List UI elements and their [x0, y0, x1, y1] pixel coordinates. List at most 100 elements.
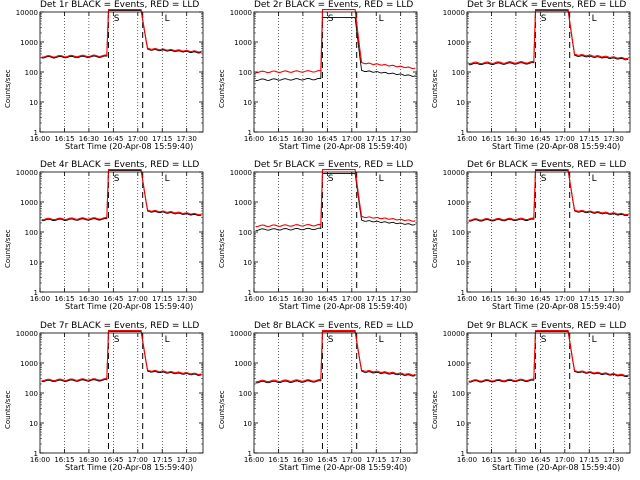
x-tick-label: 17:00: [555, 456, 575, 464]
x-tick-label: 17:30: [177, 456, 197, 464]
y-tick-label: 10: [243, 99, 252, 107]
marker-s: S: [541, 174, 547, 184]
y-tick-label: 10000: [230, 9, 252, 17]
x-tick-label: 16:00: [244, 135, 264, 143]
x-tick-label: 17:30: [391, 295, 411, 303]
y-tick-label: 10: [29, 259, 38, 267]
events-series: [468, 10, 629, 66]
y-tick-label: 1000: [234, 39, 252, 47]
plot-area: S L 1 10 100 1000 10000 16:00 16:15 16:30 16:45 17:…: [230, 9, 418, 143]
plot-area: S L 1 10 100 1000 10000 16:00 16:15 16:30 16:45 17:…: [443, 9, 631, 143]
marker-l: L: [379, 174, 384, 184]
x-tick-label: 17:15: [579, 135, 599, 143]
y-tick-label: 1000: [447, 199, 465, 207]
plot-area: S L 1 10 100 1000 10000 16:00 16:15 16:30 16:45 17:…: [230, 330, 418, 464]
x-tick-label: 16:00: [30, 295, 50, 303]
marker-s: S: [114, 174, 120, 184]
x-tick-label: 17:15: [152, 135, 172, 143]
panel-title: Det 1r BLACK = Events, RED = LLD: [40, 0, 200, 10]
y-tick-label: 10: [243, 259, 252, 267]
x-tick-label: 16:30: [293, 456, 313, 464]
marker-s: S: [114, 14, 120, 24]
x-axis-label: Start Time (20-Apr-08 15:59:40): [492, 142, 621, 151]
x-axis-label: Start Time (20-Apr-08 15:59:40): [279, 142, 408, 151]
x-tick-label: 16:45: [103, 295, 123, 303]
y-tick-label: 10: [29, 420, 38, 428]
y-tick-label: 1: [248, 289, 252, 297]
y-tick-label: 100: [239, 69, 252, 77]
x-tick-label: 17:00: [342, 295, 362, 303]
events-series: [468, 331, 629, 383]
x-tick-label: 17:00: [342, 135, 362, 143]
plot-area: S L 1 10 100 1000 10000 16:00 16:15 16:30 16:45 17:…: [230, 169, 418, 303]
marker-l: L: [165, 14, 170, 24]
events-series: [41, 10, 202, 59]
x-tick-label: 17:15: [579, 295, 599, 303]
x-tick-label: 16:30: [79, 135, 99, 143]
x-tick-label: 16:00: [244, 295, 264, 303]
plot-area: S L 1 10 100 1000 10000 16:00 16:15 16:30 16:45 17:…: [443, 330, 631, 464]
x-tick-label: 17:30: [177, 135, 197, 143]
y-tick-label: 100: [25, 390, 38, 398]
y-tick-label: 10: [456, 259, 465, 267]
x-tick-label: 16:00: [30, 135, 50, 143]
x-tick-label: 16:15: [54, 135, 74, 143]
x-tick-label: 17:15: [366, 295, 386, 303]
panel-title: Det 3r BLACK = Events, RED = LLD: [467, 0, 627, 10]
lld-series: [41, 169, 202, 221]
x-tick-label: 16:15: [481, 295, 501, 303]
y-tick-label: 100: [452, 69, 465, 77]
x-tick-label: 16:15: [54, 295, 74, 303]
y-tick-label: 10: [29, 99, 38, 107]
events-series: [255, 331, 416, 384]
x-tick-label: 17:00: [128, 135, 148, 143]
y-tick-label: 100: [25, 69, 38, 77]
x-tick-label: 16:00: [30, 456, 50, 464]
y-tick-label: 100: [239, 229, 252, 237]
y-tick-label: 100: [25, 229, 38, 237]
y-tick-label: 1: [248, 129, 252, 137]
x-tick-label: 17:00: [128, 456, 148, 464]
x-axis-label: Start Time (20-Apr-08 15:59:40): [279, 463, 408, 472]
x-tick-label: 16:45: [530, 135, 550, 143]
y-tick-label: 1000: [234, 360, 252, 368]
y-tick-label: 1: [34, 129, 38, 137]
y-tick-label: 100: [239, 390, 252, 398]
marker-l: L: [379, 335, 384, 345]
x-axis-label: Start Time (20-Apr-08 15:59:40): [65, 463, 194, 472]
x-tick-label: 16:30: [506, 295, 526, 303]
y-tick-label: 10000: [443, 169, 465, 177]
events-series: [41, 170, 202, 222]
y-tick-label: 1: [461, 129, 465, 137]
y-tick-label: 1000: [234, 199, 252, 207]
y-tick-label: 10000: [443, 330, 465, 338]
plot-area: S L 1 10 100 1000 10000 16:00 16:15 16:30 16:45 17:…: [16, 9, 204, 143]
x-tick-label: 17:15: [579, 456, 599, 464]
lld-series: [41, 330, 202, 382]
plot-area: S L 1 10 100 1000 10000 16:00 16:15 16:30 16:45 17:…: [16, 330, 204, 464]
events-series: [255, 16, 416, 81]
x-tick-label: 16:45: [530, 456, 550, 464]
x-tick-label: 16:15: [481, 456, 501, 464]
x-tick-label: 16:15: [481, 135, 501, 143]
lld-series: [255, 9, 416, 74]
lld-series: [41, 9, 202, 58]
marker-l: L: [165, 174, 170, 184]
x-tick-label: 16:00: [457, 135, 477, 143]
y-tick-label: 10: [456, 420, 465, 428]
x-tick-label: 16:15: [268, 295, 288, 303]
marker-l: L: [165, 335, 170, 345]
y-tick-label: 10: [243, 420, 252, 428]
y-tick-label: 1: [34, 450, 38, 458]
y-tick-label: 1: [461, 450, 465, 458]
x-tick-label: 17:15: [366, 135, 386, 143]
y-tick-label: 10000: [16, 330, 38, 338]
marker-s: S: [541, 335, 547, 345]
events-series: [41, 331, 202, 383]
lld-series: [468, 9, 629, 65]
y-tick-label: 10000: [443, 9, 465, 17]
panel-title: Det 9r BLACK = Events, RED = LLD: [467, 321, 627, 331]
marker-l: L: [592, 174, 597, 184]
x-tick-label: 16:30: [506, 456, 526, 464]
x-tick-label: 17:00: [342, 456, 362, 464]
